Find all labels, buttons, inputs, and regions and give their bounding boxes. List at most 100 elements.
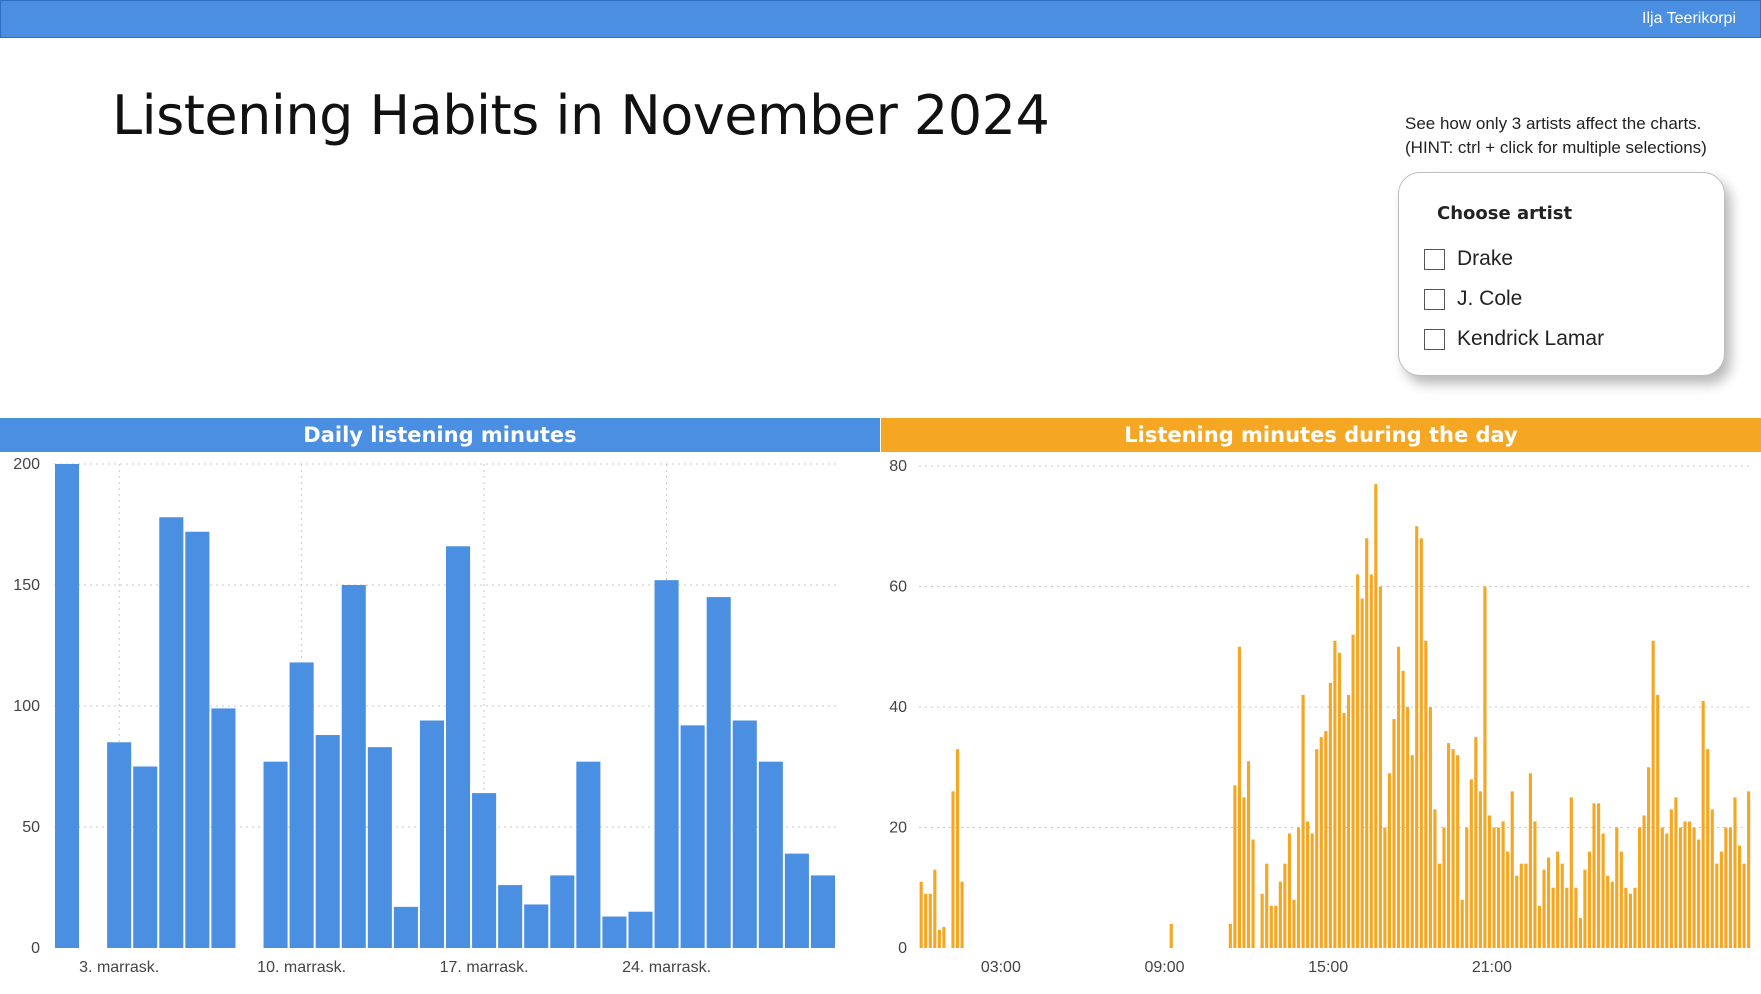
slicer-option-j-cole[interactable]: J. Cole (1424, 287, 1522, 311)
bar (1383, 827, 1387, 948)
bar (1287, 833, 1292, 948)
bar (1692, 827, 1696, 948)
y-tick-label: 0 (31, 940, 40, 957)
bar (133, 766, 158, 948)
bar (1492, 827, 1496, 948)
bar (1337, 652, 1342, 948)
bar (951, 791, 955, 948)
bar (1415, 526, 1419, 948)
bar (1637, 827, 1642, 948)
bar (1487, 815, 1492, 948)
bar (211, 708, 236, 948)
bar (1424, 640, 1428, 948)
bar (1587, 851, 1592, 948)
hourly-listening-chart: 0 20 40 60 80 03:00 09:00 15:00 21:00 (889, 458, 1751, 976)
bar (1537, 905, 1542, 948)
bar (1496, 827, 1501, 948)
bar (1315, 749, 1319, 948)
bar (1615, 827, 1619, 948)
bar (960, 881, 964, 948)
bar (1669, 809, 1673, 948)
bar (263, 761, 288, 948)
slicer-option-kendrick-lamar[interactable]: Kendrick Lamar (1424, 327, 1604, 351)
bar (1246, 761, 1251, 948)
bar (1328, 682, 1332, 948)
bar (446, 546, 471, 948)
bar (393, 906, 418, 948)
checkbox-icon[interactable] (1424, 328, 1445, 350)
bar (1410, 755, 1414, 948)
x-tick-label: 17. marrask. (440, 959, 529, 976)
bar (1292, 899, 1296, 948)
bar (1510, 791, 1514, 948)
bar (576, 761, 601, 948)
bar (1560, 863, 1564, 948)
checkbox-icon[interactable] (1424, 288, 1445, 310)
bar (1619, 851, 1623, 948)
bar (1451, 749, 1455, 948)
bar (628, 911, 653, 948)
bar (1733, 797, 1737, 948)
bar (1583, 869, 1587, 948)
bar (498, 885, 523, 948)
bar (1369, 574, 1373, 948)
y-tick-label: 60 (889, 579, 907, 596)
bar (55, 464, 80, 948)
bar (1706, 749, 1710, 948)
bar (1542, 869, 1546, 948)
bar (1501, 821, 1505, 948)
checkbox-icon[interactable] (1424, 248, 1445, 270)
bar (1610, 881, 1614, 948)
bar (1301, 694, 1305, 948)
bar (1719, 851, 1723, 948)
bar (1478, 791, 1482, 948)
bar (1715, 863, 1719, 948)
bar (758, 761, 783, 948)
bar (1296, 827, 1301, 948)
bar (654, 580, 679, 948)
bar (937, 929, 941, 948)
bar (341, 585, 366, 948)
x-tick-label: 15:00 (1308, 959, 1348, 976)
bar (1260, 893, 1264, 948)
slicer-option-label: Kendrick Lamar (1457, 327, 1605, 350)
bar (1724, 827, 1728, 948)
artist-slicer: Choose artist Drake J. Cole Kendrick Lam… (1398, 172, 1725, 376)
bar (1169, 923, 1173, 948)
bar (185, 531, 210, 948)
bar (315, 735, 340, 948)
slicer-title: Choose artist (1437, 203, 1573, 224)
bar (1565, 887, 1569, 948)
bar (1606, 875, 1610, 948)
bar (419, 720, 444, 948)
y-tick-label: 50 (22, 819, 40, 836)
bar (1633, 887, 1637, 948)
bar (472, 793, 497, 948)
bar (550, 875, 575, 948)
y-tick-label: 40 (889, 699, 907, 716)
bar (1251, 839, 1255, 948)
bar (933, 869, 937, 948)
bar (1660, 827, 1664, 948)
x-tick-label: 21:00 (1472, 959, 1512, 976)
bar (1360, 598, 1364, 948)
slicer-option-label: J. Cole (1457, 287, 1523, 310)
bar (955, 749, 960, 948)
bar (1310, 833, 1314, 948)
bar (1442, 827, 1446, 948)
bar (1647, 767, 1651, 948)
slicer-option-drake[interactable]: Drake (1424, 247, 1513, 271)
bar (1665, 833, 1669, 948)
bar (1342, 713, 1346, 948)
bar (1624, 887, 1628, 948)
bar (1597, 803, 1601, 948)
bar (810, 875, 835, 948)
bar (1747, 791, 1751, 948)
bar (1710, 809, 1714, 948)
bar (1728, 827, 1733, 948)
bar (1265, 863, 1269, 948)
bar (1515, 875, 1519, 948)
bar (1306, 821, 1310, 948)
hint-line-1: See how only 3 artists affect the charts… (1405, 114, 1702, 133)
y-tick-label: 20 (889, 820, 907, 837)
